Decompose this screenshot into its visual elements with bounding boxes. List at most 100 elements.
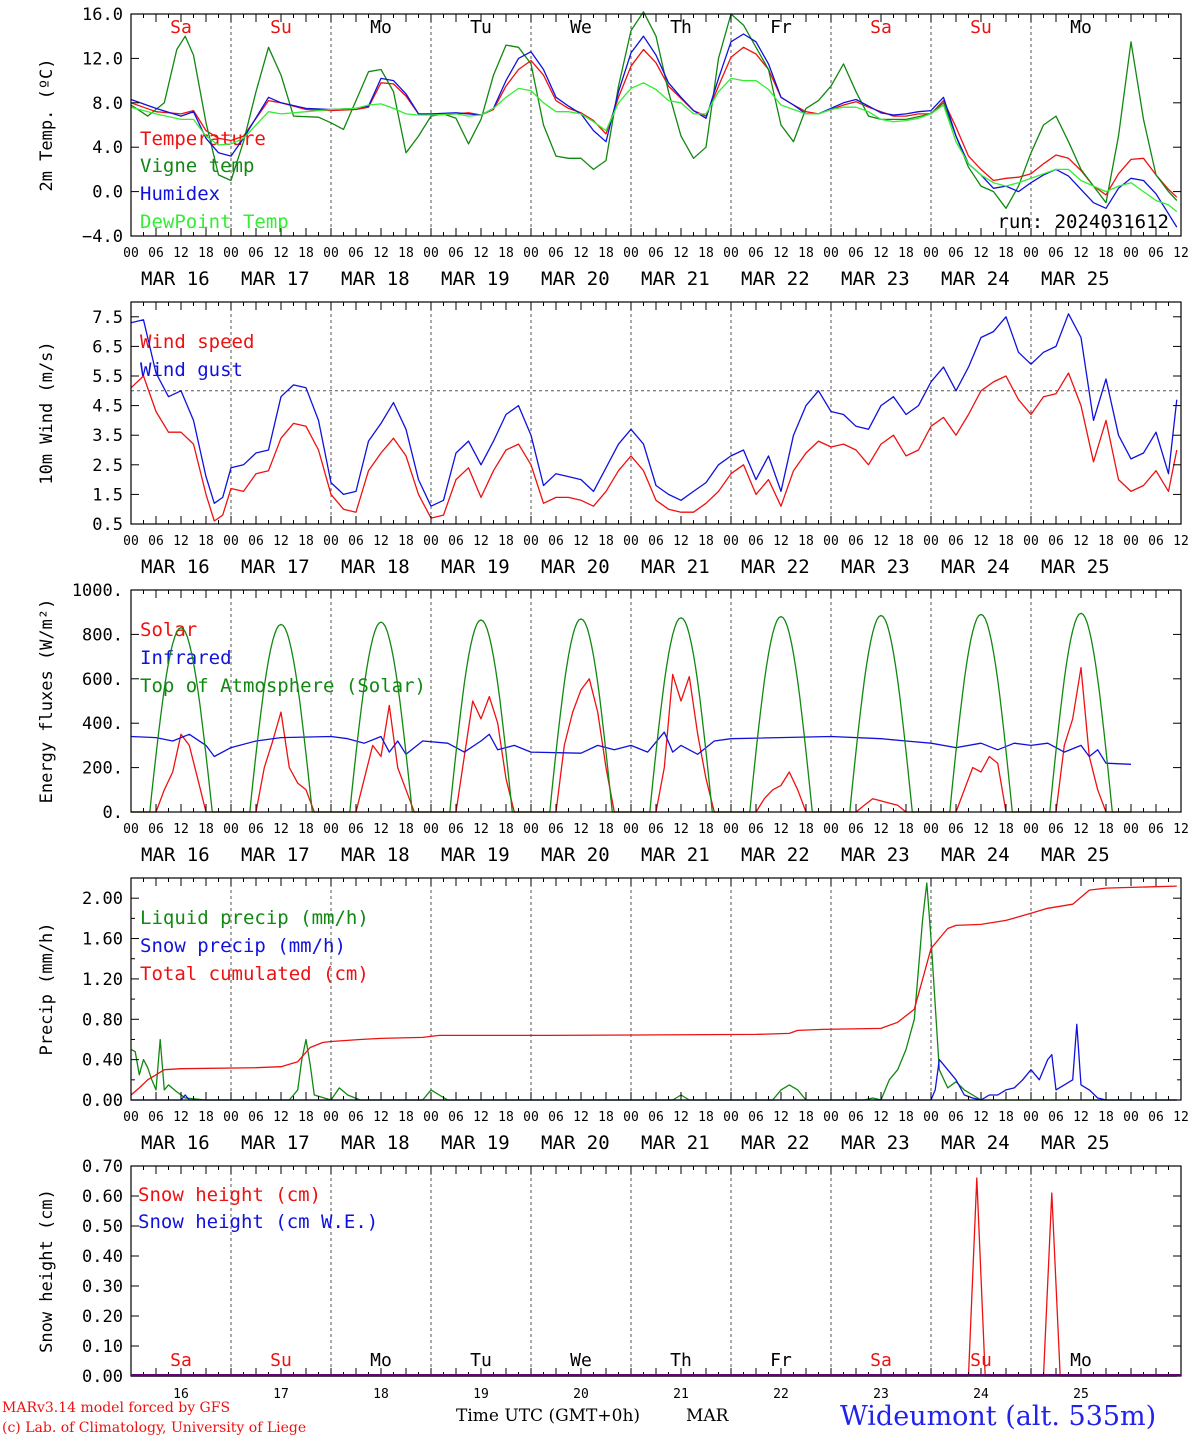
day-abbr: Tu <box>470 17 492 38</box>
hour-tick-label: 06 <box>248 822 264 837</box>
hour-tick-label: 12 <box>673 822 689 837</box>
date-label: MAR 25 <box>1041 268 1110 290</box>
date-label: MAR 25 <box>1041 844 1110 866</box>
temp-series-dewpoint-temp <box>130 77 1178 213</box>
hour-tick-label: 06 <box>848 534 864 549</box>
day-number: 19 <box>473 1387 489 1402</box>
day-abbr: Sa <box>870 17 892 38</box>
precip-y-tick-label: 0.00 <box>82 1091 123 1111</box>
hour-tick-label: 00 <box>423 534 439 549</box>
hour-tick-label: 18 <box>198 1110 214 1125</box>
hour-tick-label: 06 <box>848 1110 864 1125</box>
hour-tick-label: 12 <box>773 1110 789 1125</box>
hour-tick-label: 12 <box>373 534 389 549</box>
date-label: MAR 18 <box>341 1132 410 1154</box>
hour-tick-label: 18 <box>698 822 714 837</box>
hour-tick-label: 00 <box>323 822 339 837</box>
date-label: MAR 16 <box>141 268 210 290</box>
hour-tick-label: 00 <box>923 822 939 837</box>
hour-tick-label: 00 <box>723 534 739 549</box>
hour-tick-label: 00 <box>223 822 239 837</box>
legend-temp-2: Humidex <box>140 183 220 205</box>
hour-tick-label: 18 <box>498 534 514 549</box>
date-label: MAR 17 <box>241 1132 310 1154</box>
date-label: MAR 25 <box>1041 1132 1110 1154</box>
date-label: MAR 24 <box>941 1132 1010 1154</box>
hour-tick-label: 12 <box>1173 534 1189 549</box>
hour-tick-label: 06 <box>948 534 964 549</box>
hour-tick-label: 12 <box>973 534 989 549</box>
hour-tick-label: 00 <box>623 534 639 549</box>
date-label: MAR 20 <box>541 844 610 866</box>
day-abbr: Su <box>270 17 292 38</box>
energy-y-tick-label: 1000. <box>72 581 123 601</box>
day-abbr: Th <box>670 17 692 38</box>
hour-tick-label: 06 <box>748 534 764 549</box>
hour-tick-label: 12 <box>1073 1110 1089 1125</box>
hour-tick-label: 12 <box>1073 822 1089 837</box>
hour-tick-label: 12 <box>673 246 689 261</box>
hour-tick-label: 06 <box>748 246 764 261</box>
hour-tick-label: 06 <box>748 822 764 837</box>
hour-tick-label: 12 <box>973 822 989 837</box>
run-label: run: 2024031612 <box>997 211 1169 233</box>
energy-y-tick-label: 200. <box>82 759 123 779</box>
day-abbr: Sa <box>870 1350 892 1371</box>
day-abbr: Mo <box>370 1350 392 1371</box>
wind-y-tick-label: 3.5 <box>92 426 123 446</box>
hour-tick-label: 00 <box>1023 534 1039 549</box>
hour-tick-label: 18 <box>798 246 814 261</box>
hour-tick-label: 18 <box>698 534 714 549</box>
hour-tick-label: 06 <box>1048 1110 1064 1125</box>
hour-tick-label: 12 <box>773 534 789 549</box>
hour-tick-label: 00 <box>123 1110 139 1125</box>
hour-tick-label: 18 <box>498 1110 514 1125</box>
hour-tick-label: 06 <box>548 1110 564 1125</box>
temp-y-axis-label: 2m Temp. (ºC) <box>37 58 57 191</box>
legend-temp-3: DewPoint Temp <box>140 211 289 233</box>
date-label: MAR 24 <box>941 844 1010 866</box>
hour-tick-label: 18 <box>198 534 214 549</box>
date-label: MAR 20 <box>541 268 610 290</box>
hour-tick-label: 18 <box>598 246 614 261</box>
date-label: MAR 23 <box>841 844 910 866</box>
date-label: MAR 16 <box>141 556 210 578</box>
day-abbr: Tu <box>470 1350 492 1371</box>
date-label: MAR 24 <box>941 268 1010 290</box>
hour-tick-label: 18 <box>998 246 1014 261</box>
precip-y-tick-label: 1.60 <box>82 930 123 950</box>
hour-tick-label: 12 <box>373 1110 389 1125</box>
day-abbr: Su <box>970 1350 992 1371</box>
hour-tick-label: 00 <box>1123 1110 1139 1125</box>
hour-tick-label: 00 <box>323 534 339 549</box>
day-number: 18 <box>373 1387 389 1402</box>
energy-y-tick-label: 600. <box>82 670 123 690</box>
hour-tick-label: 06 <box>1048 246 1064 261</box>
hour-tick-label: 18 <box>298 534 314 549</box>
hour-tick-label: 00 <box>623 822 639 837</box>
day-abbr: Mo <box>1070 1350 1092 1371</box>
hour-tick-label: 06 <box>448 1110 464 1125</box>
hour-tick-label: 12 <box>873 534 889 549</box>
hour-tick-label: 12 <box>873 246 889 261</box>
snow-y-tick-label: 0.60 <box>82 1187 123 1207</box>
hour-tick-label: 12 <box>1173 1110 1189 1125</box>
day-number: 20 <box>573 1387 589 1402</box>
hour-tick-label: 00 <box>523 534 539 549</box>
energy-series-infrared <box>130 731 1132 765</box>
hour-tick-label: 12 <box>973 246 989 261</box>
day-abbr: We <box>570 1350 592 1371</box>
wind-y-tick-label: 4.5 <box>92 397 123 417</box>
hour-tick-label: 18 <box>698 1110 714 1125</box>
date-label: MAR 20 <box>541 1132 610 1154</box>
hour-tick-label: 18 <box>298 822 314 837</box>
hour-tick-label: 06 <box>948 822 964 837</box>
hour-tick-label: 18 <box>998 822 1014 837</box>
hour-tick-label: 00 <box>1123 822 1139 837</box>
hour-tick-label: 06 <box>648 534 664 549</box>
temp-y-tick-label: 12.0 <box>82 49 123 69</box>
legend-energy-1: Infrared <box>140 647 232 669</box>
hour-tick-label: 00 <box>923 246 939 261</box>
day-abbr: Fr <box>770 1350 792 1371</box>
